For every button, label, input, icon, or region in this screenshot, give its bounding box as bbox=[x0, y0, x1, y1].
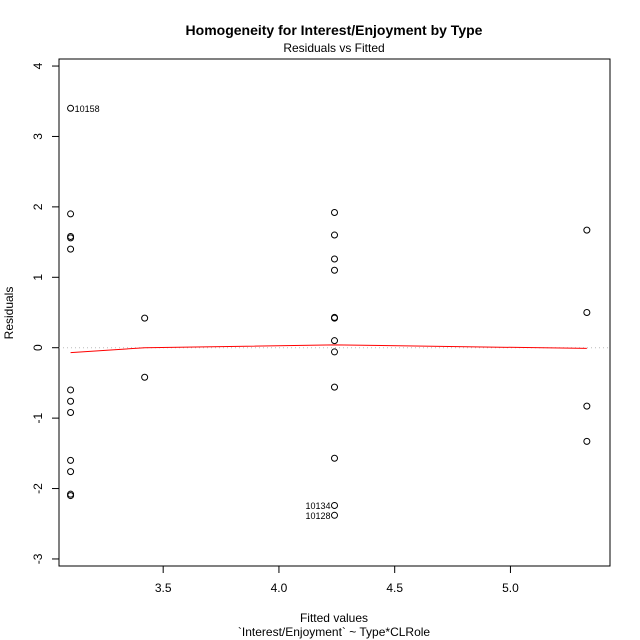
data-point bbox=[331, 255, 338, 263]
data-point bbox=[67, 245, 75, 253]
data-point bbox=[331, 209, 338, 217]
x-tick-label: 3.5 bbox=[155, 581, 172, 595]
data-point bbox=[67, 386, 75, 394]
data-point bbox=[67, 456, 75, 464]
x-axis-label: Fitted values bbox=[300, 611, 368, 625]
data-point bbox=[331, 337, 338, 345]
data-point bbox=[141, 314, 149, 322]
data-point bbox=[583, 226, 591, 234]
y-tick-label: -3 bbox=[31, 553, 45, 564]
data-point bbox=[331, 454, 338, 462]
point-label: 10128 bbox=[305, 511, 330, 521]
model-formula-label: `Interest/Enjoyment` ~ Type*CLRole bbox=[238, 625, 431, 639]
y-tick-label: -2 bbox=[31, 483, 45, 494]
y-tick-label: 1 bbox=[31, 274, 45, 281]
data-point bbox=[583, 309, 591, 316]
data-point bbox=[583, 437, 591, 445]
chart-title: Homogeneity for Interest/Enjoyment by Ty… bbox=[186, 22, 483, 38]
data-point bbox=[331, 314, 338, 322]
data-point bbox=[67, 234, 75, 242]
data-point bbox=[67, 104, 75, 112]
y-tick-label: -1 bbox=[31, 412, 45, 423]
data-point bbox=[67, 492, 75, 500]
x-tick-label: 4.5 bbox=[386, 581, 403, 595]
data-point bbox=[67, 210, 75, 218]
data-point bbox=[331, 501, 338, 509]
data-point bbox=[67, 468, 75, 476]
x-tick-label: 5.0 bbox=[502, 581, 519, 595]
data-points bbox=[67, 104, 591, 519]
data-point bbox=[67, 397, 75, 405]
x-axis: 3.5 4.0 4.5 5.0 bbox=[155, 566, 519, 595]
data-point bbox=[141, 373, 149, 381]
data-point bbox=[331, 348, 338, 356]
data-point bbox=[331, 231, 338, 239]
y-tick-label: 0 bbox=[31, 344, 45, 351]
plot-frame bbox=[58, 58, 611, 567]
y-tick-label: 4 bbox=[31, 62, 45, 69]
point-label: 10158 bbox=[75, 104, 100, 114]
chart-subtitle: Residuals vs Fitted bbox=[283, 41, 384, 55]
point-label: 10134 bbox=[305, 501, 330, 511]
smoother-line bbox=[70, 344, 587, 354]
data-point bbox=[331, 511, 338, 519]
y-axis: -3 -2 -1 0 1 2 3 4 bbox=[31, 62, 59, 564]
data-point bbox=[331, 383, 338, 391]
data-point bbox=[67, 408, 75, 416]
data-point bbox=[583, 402, 591, 410]
y-tick-label: 3 bbox=[31, 133, 45, 140]
x-tick-label: 4.0 bbox=[271, 581, 288, 595]
y-tick-label: 2 bbox=[31, 203, 45, 210]
data-point bbox=[331, 266, 338, 274]
y-axis-label: Residuals bbox=[2, 287, 16, 340]
